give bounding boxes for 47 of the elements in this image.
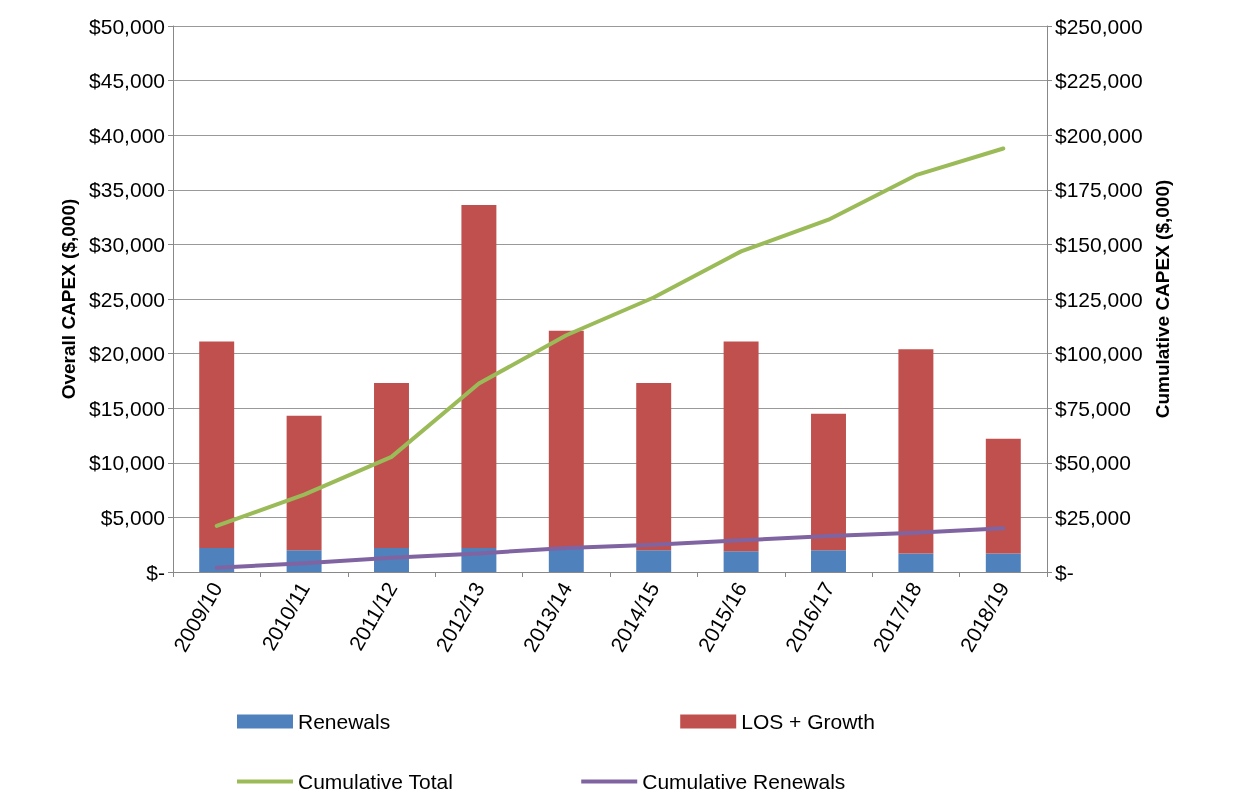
y2-tick-label: $150,000	[1055, 232, 1143, 256]
bar	[199, 547, 235, 572]
bar	[636, 550, 672, 572]
legend-label: Renewals	[298, 710, 391, 733]
line-series	[214, 526, 1006, 570]
y-tick-label: $40,000	[89, 123, 165, 147]
y2-tick-label: $25,000	[1055, 505, 1131, 529]
y-tick-label: $-	[146, 560, 165, 584]
y2-tick-label: $225,000	[1055, 69, 1143, 93]
y2-tick-label: $250,000	[1055, 14, 1143, 38]
y2-tick-label: $175,000	[1055, 178, 1143, 202]
bar	[985, 438, 1021, 554]
y-tick-label: $35,000	[89, 178, 165, 202]
y-axis-title: Overall CAPEX ($,000)	[58, 198, 80, 400]
bar	[898, 349, 934, 554]
legend-label: LOS + Growth	[741, 710, 875, 733]
bar	[811, 550, 846, 572]
y2-axis-title: Cumulative CAPEX ($,000)	[1152, 179, 1174, 419]
bar	[811, 413, 846, 551]
y-tick-label: $10,000	[89, 451, 165, 475]
bar	[286, 415, 322, 551]
bar	[723, 341, 759, 552]
bar	[461, 205, 497, 548]
y-tick-label: $20,000	[89, 342, 165, 366]
bar	[723, 551, 759, 572]
y-tick-label: $50,000	[89, 14, 165, 38]
legend-label: Cumulative Renewals	[642, 770, 846, 793]
y2-tick-label: $200,000	[1055, 123, 1143, 147]
legend-label: Cumulative Total	[298, 770, 453, 793]
y-tick-label: $15,000	[89, 396, 165, 420]
y2-tick-label: $-	[1055, 560, 1074, 584]
y2-tick-label: $125,000	[1055, 287, 1143, 311]
y-tick-label: $45,000	[89, 69, 165, 93]
bar	[374, 383, 409, 548]
y-tick-label: $25,000	[89, 287, 165, 311]
bar	[199, 341, 235, 548]
bar	[548, 330, 584, 548]
bar	[985, 553, 1021, 572]
bar	[636, 383, 672, 551]
bar	[898, 553, 934, 572]
bar	[548, 547, 584, 572]
y-tick-label: $30,000	[89, 232, 165, 256]
y2-tick-label: $100,000	[1055, 342, 1143, 366]
y2-tick-label: $50,000	[1055, 451, 1131, 475]
y2-tick-label: $75,000	[1055, 396, 1131, 420]
line-series	[214, 146, 1006, 528]
y-tick-label: $5,000	[100, 505, 165, 529]
